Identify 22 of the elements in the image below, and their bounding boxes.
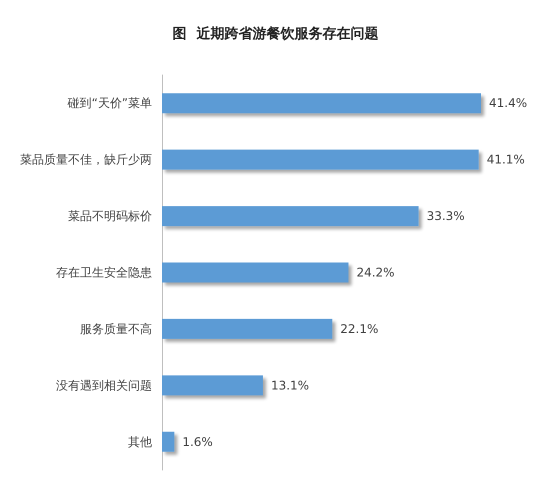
y-tick-label: 菜品质量不佳，缺斤少两: [20, 152, 152, 167]
bar: [162, 206, 419, 226]
data-label: 24.2%: [356, 266, 395, 280]
y-tick-label: 没有遇到相关问题: [56, 378, 152, 392]
data-label: 33.3%: [426, 209, 465, 224]
bar: [162, 318, 332, 339]
y-tick-label: 菜品不明码标价: [68, 209, 152, 224]
y-tick-label: 碰到“天价”菜单: [66, 96, 152, 110]
data-label: 41.1%: [486, 152, 525, 167]
data-label: 22.1%: [340, 322, 378, 336]
data-label: 41.4%: [489, 96, 528, 110]
y-tick-label: 服务质量不高: [80, 322, 152, 336]
bar: [162, 150, 479, 170]
y-tick-label: 存在卫生安全隐患: [56, 266, 152, 280]
bar: [162, 432, 174, 452]
chart-title: 图 近期跨省游餐饮服务存在问题: [172, 25, 378, 42]
bar: [162, 375, 263, 396]
data-label: 1.6%: [182, 434, 213, 449]
bar: [162, 262, 348, 282]
y-tick-label: 其他: [128, 434, 152, 449]
data-label: 13.1%: [270, 378, 310, 392]
bar: [162, 93, 481, 114]
